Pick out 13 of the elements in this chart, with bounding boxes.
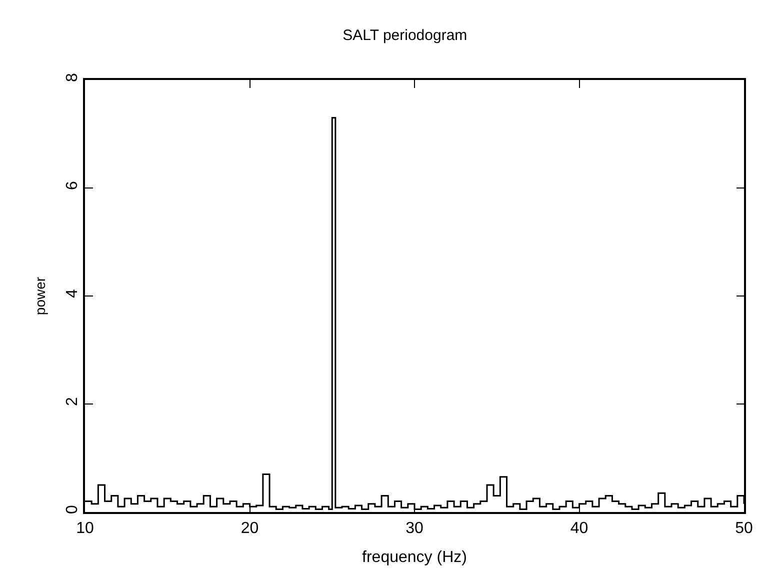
x-tick-label: 40 [570, 520, 588, 537]
y-tick-label: 8 [64, 73, 81, 82]
x-tick-label: 30 [406, 520, 424, 537]
x-tick-label: 20 [240, 520, 259, 537]
y-tick-label: 4 [64, 289, 81, 298]
x-axis-title: frequency (Hz) [362, 549, 467, 566]
y-tick-label: 0 [64, 505, 81, 514]
x-tick-label: 50 [735, 520, 753, 537]
chart-title: SALT periodogram [342, 26, 468, 44]
y-axis-title: power [32, 276, 48, 316]
y-tick-label: 2 [64, 397, 81, 406]
y-tick-label: 6 [64, 181, 81, 190]
x-tick-label: 10 [76, 520, 94, 537]
